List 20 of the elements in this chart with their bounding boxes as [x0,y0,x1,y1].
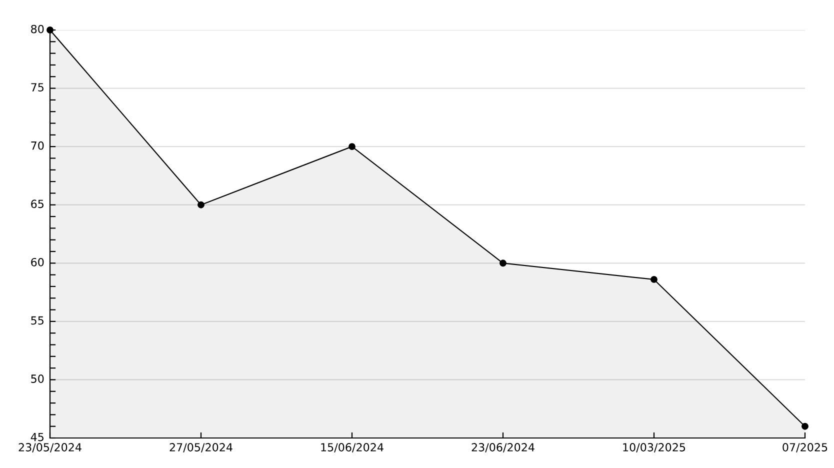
y-tick-label: 65 [31,200,44,208]
y-tick-label: 70 [31,141,44,150]
point [802,422,808,430]
point [650,276,658,283]
y-tick-label: 80 [31,24,44,34]
x-tick-label: 07/2025 [782,443,828,452]
y-tick-label: 60 [31,258,44,266]
y-tick-label: 75 [31,83,44,92]
x-tick-label: 23/05/2024 [18,443,82,452]
x-tick-label: 23/06/2024 [472,443,534,452]
point [198,201,204,208]
y-tick-label: 45 [30,432,44,442]
y-tick-label: 55 [31,316,44,325]
x-tick-label: 15/06/2024 [321,443,384,452]
y-tick-label: 50 [31,374,44,383]
point [348,143,356,150]
x-tick-label: 27/05/2024 [170,443,232,452]
x-tick-label: 10/03/2025 [623,443,686,452]
point [46,26,54,34]
point [500,260,506,267]
